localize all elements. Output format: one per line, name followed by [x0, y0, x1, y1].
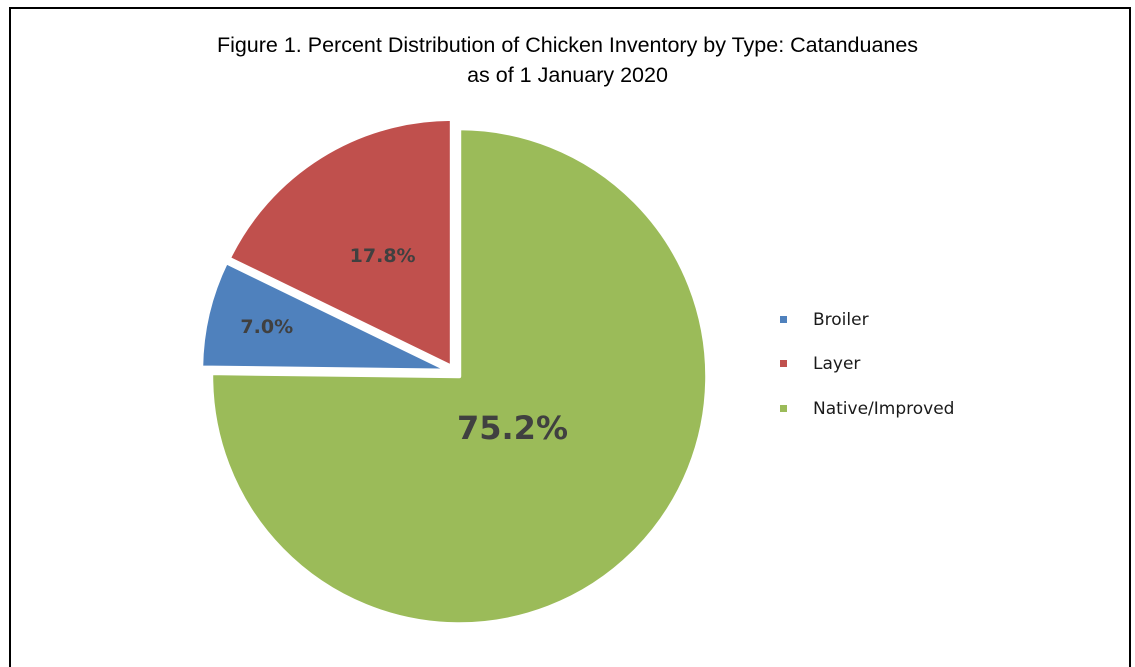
chart-subtitle: as of 1 January 2020: [467, 63, 668, 87]
slice-native-improved: [209, 126, 710, 627]
legend-swatch-native-improved: [780, 405, 787, 412]
chart-title-block: Figure 1. Percent Distribution of Chicke…: [0, 30, 1135, 90]
data-label-native-improved: 75.2%: [457, 409, 568, 447]
legend-swatch-broiler: [780, 316, 787, 323]
legend-swatch-layer: [780, 360, 787, 367]
slice-layer: [226, 116, 454, 369]
data-label-layer: 17.8%: [350, 245, 416, 267]
pie-chart: 75.2% 7.0% 17.8%: [199, 116, 710, 627]
data-label-broiler: 7.0%: [240, 316, 293, 338]
legend-label-layer: Layer: [813, 354, 861, 374]
legend-label-native-improved: Native/Improved: [813, 399, 955, 419]
chart-title: Figure 1. Percent Distribution of Chicke…: [216, 33, 919, 57]
legend-label-broiler: Broiler: [813, 310, 869, 330]
slice-broiler: [199, 260, 452, 373]
